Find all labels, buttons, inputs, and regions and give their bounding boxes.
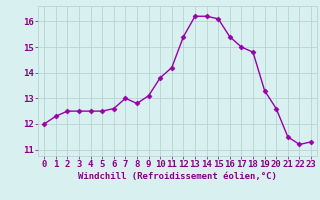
- X-axis label: Windchill (Refroidissement éolien,°C): Windchill (Refroidissement éolien,°C): [78, 172, 277, 181]
